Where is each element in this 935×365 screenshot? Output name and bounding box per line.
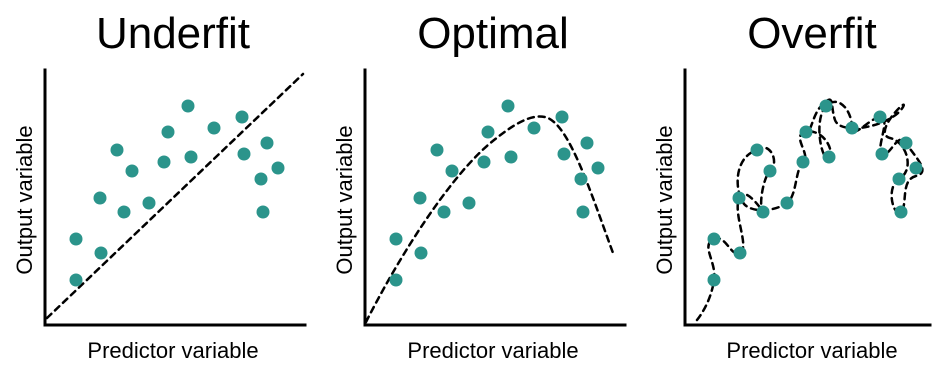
data-point — [414, 246, 428, 260]
data-points-optimal — [389, 99, 605, 287]
data-point — [591, 161, 605, 175]
x-axis-label-underfit: Predictor variable — [87, 338, 258, 363]
data-point — [157, 155, 171, 169]
y-axis-label-underfit: Output variable — [12, 125, 37, 274]
panel-title-optimal: Optimal — [417, 9, 569, 58]
data-point — [94, 246, 108, 260]
data-point — [763, 164, 777, 178]
data-point — [733, 246, 747, 260]
data-point — [845, 121, 859, 135]
panel-title-overfit: Overfit — [747, 9, 877, 58]
data-point — [271, 161, 285, 175]
data-point — [756, 205, 770, 219]
data-point — [254, 172, 268, 186]
data-point — [707, 273, 721, 287]
panel-underfit: Underfit Predictor variable Output varia… — [12, 9, 307, 363]
data-point — [822, 150, 836, 164]
data-point — [555, 110, 569, 124]
data-point — [501, 99, 515, 113]
data-point — [430, 143, 444, 157]
data-point — [576, 205, 590, 219]
data-point — [819, 99, 833, 113]
data-point — [732, 191, 746, 205]
data-point — [875, 147, 889, 161]
data-point — [750, 143, 764, 157]
data-point — [437, 205, 451, 219]
data-point — [93, 191, 107, 205]
x-axis-label-optimal: Predictor variable — [407, 338, 578, 363]
data-point — [504, 150, 518, 164]
fit-curve-optimal — [364, 115, 615, 324]
panel-overfit: Overfit Predictor variable Output variab… — [652, 9, 932, 363]
data-point — [181, 99, 195, 113]
data-point — [909, 161, 923, 175]
data-point — [707, 232, 721, 246]
data-point — [477, 155, 491, 169]
data-point — [69, 232, 83, 246]
data-point — [873, 110, 887, 124]
data-point — [110, 143, 124, 157]
data-point — [799, 125, 813, 139]
y-axis-label-optimal: Output variable — [332, 125, 357, 274]
data-point — [117, 205, 131, 219]
data-point — [899, 136, 913, 150]
data-point — [260, 136, 274, 150]
data-point — [892, 172, 906, 186]
data-point — [235, 110, 249, 124]
data-point — [413, 191, 427, 205]
data-points-overfit — [707, 99, 923, 287]
data-point — [796, 155, 810, 169]
data-point — [557, 147, 571, 161]
data-point — [184, 150, 198, 164]
data-point — [389, 232, 403, 246]
data-points-underfit — [69, 99, 285, 287]
panel-optimal: Optimal Predictor variable Output variab… — [332, 9, 627, 363]
data-point — [527, 121, 541, 135]
data-point — [389, 273, 403, 287]
data-point — [207, 121, 221, 135]
data-point — [481, 125, 495, 139]
y-axis-label-overfit: Output variable — [652, 125, 677, 274]
data-point — [237, 147, 251, 161]
data-point — [894, 205, 908, 219]
data-point — [462, 196, 476, 210]
data-point — [445, 164, 459, 178]
data-point — [161, 125, 175, 139]
data-point — [125, 164, 139, 178]
data-point — [256, 205, 270, 219]
x-axis-label-overfit: Predictor variable — [726, 338, 897, 363]
fit-line-underfit — [45, 72, 305, 320]
data-point — [780, 196, 794, 210]
data-point — [574, 172, 588, 186]
panel-title-underfit: Underfit — [96, 9, 250, 58]
data-point — [142, 196, 156, 210]
data-point — [580, 136, 594, 150]
data-point — [69, 273, 83, 287]
